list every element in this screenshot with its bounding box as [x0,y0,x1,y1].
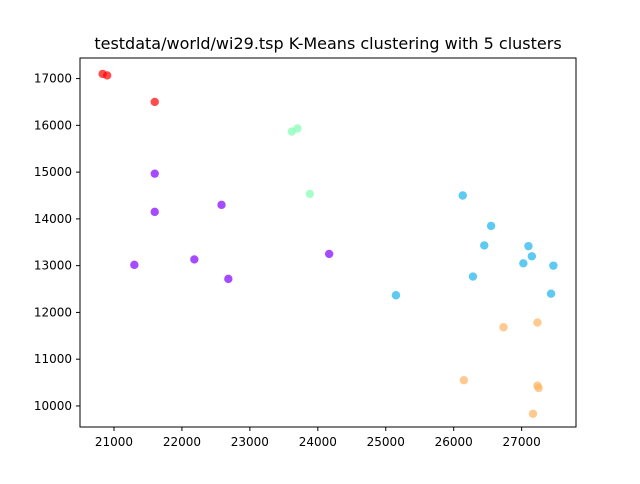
y-tick-label: 16000 [34,118,72,132]
data-point [528,409,538,418]
y-tick-label: 10000 [34,399,72,413]
data-point [519,259,528,268]
data-point [527,252,537,261]
x-tick-label: 25000 [367,435,405,449]
plot-area-frame [79,57,577,428]
data-point [549,261,558,270]
cluster-1-series [130,169,334,284]
chart-title: testdata/world/wi29.tsp K-Means clusteri… [94,34,561,53]
y-tick-label: 13000 [34,259,72,273]
data-point [524,241,533,251]
data-point [217,200,226,210]
data-point [305,189,315,199]
x-tick-label: 24000 [299,435,337,449]
data-point [468,272,478,281]
cluster-4-series [459,318,543,418]
data-point [130,260,139,270]
x-tick-label: 26000 [435,435,473,449]
points-layer [98,69,558,418]
y-tick-label: 14000 [34,212,72,226]
y-tick-label: 11000 [34,352,72,366]
data-point [102,71,112,80]
cluster-3-series [391,191,558,300]
data-point [458,191,467,200]
cluster-2-series [287,124,315,199]
y-tick-label: 12000 [34,305,72,319]
data-point [459,376,469,385]
data-point [499,323,508,332]
x-tick-label: 23000 [231,435,269,449]
data-point [150,97,159,107]
data-point [224,274,233,284]
data-point [150,207,159,217]
y-tick-label: 15000 [34,165,72,179]
x-tick-label: 21000 [95,435,133,449]
data-point [486,221,496,231]
data-point [533,318,542,327]
data-point [480,241,489,250]
data-point [534,383,543,393]
x-tick-label: 27000 [503,435,541,449]
x-tick-label: 22000 [163,435,201,449]
data-point [150,169,159,178]
data-point [293,124,302,133]
tick-layer: 21000 22000 23000 24000 25000 26000 27000 10000… [34,72,541,449]
y-tick-label: 17000 [34,72,72,86]
data-point [391,291,401,300]
data-point [546,289,556,298]
data-point [190,255,199,264]
data-point [324,249,334,259]
cluster-0-series [98,69,159,107]
